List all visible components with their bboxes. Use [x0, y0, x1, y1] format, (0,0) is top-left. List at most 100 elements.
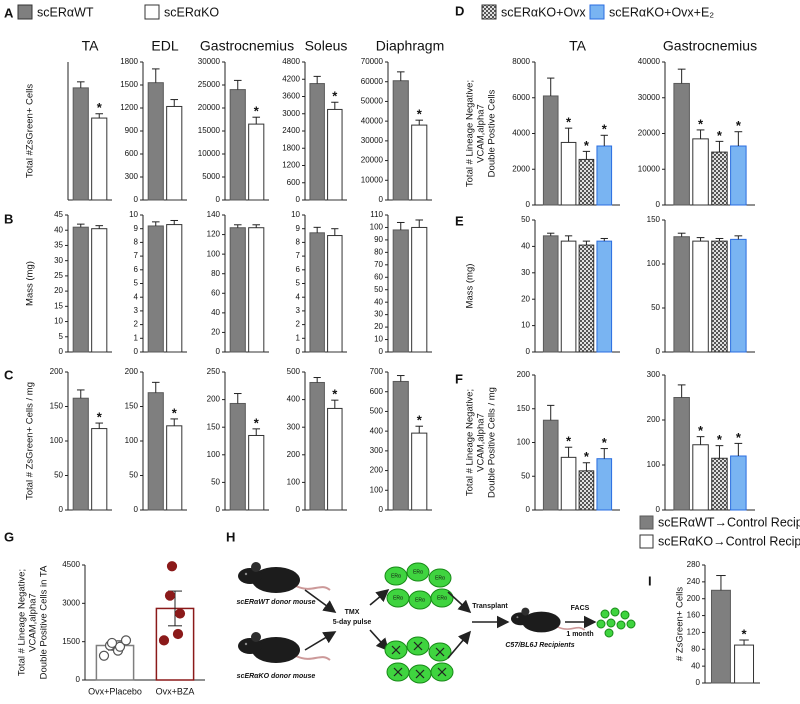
analysis-label: FACS: [571, 605, 590, 612]
y-tick-label: 0: [296, 505, 301, 514]
mouse-body: [252, 567, 300, 593]
significance-star: *: [566, 434, 572, 449]
y-tick-label: 100: [370, 485, 384, 494]
error-bar: [696, 237, 705, 242]
mouse-ear: [251, 632, 261, 642]
y-tick-label: 9: [296, 224, 301, 233]
y-tick-label: 0: [296, 347, 301, 356]
bar: [91, 428, 108, 511]
y-tick-label: 15000: [198, 126, 221, 135]
error-bar: [233, 224, 242, 228]
sorted-cell: [616, 620, 626, 630]
legend-swatch: [639, 534, 654, 549]
legend-label: scERαKO: [164, 5, 219, 19]
y-axis-label: Total #ZsGreen+ Cells: [25, 84, 36, 178]
y-tick-label: 10: [521, 321, 530, 330]
y-tick-label: 50: [374, 285, 383, 294]
sorted-cell: [606, 618, 616, 628]
significance-star: *: [584, 138, 590, 153]
cell-wt: [430, 588, 454, 608]
bar: [560, 456, 577, 511]
bar: [72, 397, 89, 511]
significance-star: *: [717, 128, 723, 143]
y-tick-label: 10: [374, 335, 383, 344]
mouse-eye: [244, 572, 248, 576]
y-tick-label: 600: [125, 149, 139, 158]
y-tick-label: 120: [207, 230, 221, 239]
y-tick-label: 200: [370, 466, 384, 475]
cell-ko-cross: [413, 641, 423, 651]
error-bar: [582, 150, 591, 160]
y-tick-label: 200: [50, 367, 64, 376]
error-bar: [76, 223, 85, 228]
bar: [730, 145, 747, 206]
y-tick-label: 40: [521, 242, 530, 251]
bar: [229, 402, 246, 511]
y-tick-label: 1500: [120, 80, 138, 89]
y-tick-label: 70: [374, 260, 383, 269]
cell-wt: [428, 568, 452, 588]
error-bar: [151, 221, 160, 226]
y-axis-label: Double Postive Cells: [487, 89, 498, 177]
y-tick-label: 300: [287, 422, 301, 431]
y-tick-label: 600: [287, 178, 301, 187]
bar: [166, 105, 183, 201]
error-bar: [76, 389, 85, 399]
error-bar: [600, 134, 608, 147]
y-tick-label: 150: [647, 215, 661, 224]
error-bar: [233, 393, 242, 404]
recipient-label: C57/BL6J Recipients: [505, 642, 574, 649]
chart-title: Gastrocnemius: [663, 38, 757, 54]
error-bar: [547, 404, 555, 421]
significance-star: *: [736, 118, 742, 133]
donor-label: scERαKO donor mouse: [237, 673, 316, 680]
y-tick-label: 3000: [62, 598, 80, 607]
legend-swatch: [17, 4, 33, 20]
y-tick-label: 3: [296, 306, 301, 315]
bar: [710, 589, 731, 684]
bar: [411, 432, 428, 511]
bar: [91, 117, 108, 201]
chart-title: TA: [569, 38, 587, 54]
y-tick-label: 3: [134, 306, 139, 315]
mouse-eye: [244, 642, 248, 646]
y-axis-label: Mass (mg): [25, 261, 36, 306]
sorted-cell: [596, 619, 606, 629]
sorted-cell: [604, 628, 614, 638]
bar: [578, 244, 595, 353]
y-axis-label: Total # Lineage Negative;: [465, 389, 476, 496]
significance-star: *: [172, 405, 178, 420]
legend-swatch: [144, 4, 160, 20]
error-bar: [151, 381, 160, 393]
cell-label: ERα: [393, 595, 403, 601]
cell-label: ERα: [415, 597, 425, 603]
y-tick-label: 50: [521, 471, 530, 480]
mouse-tail: [295, 655, 331, 661]
error-bar: [696, 436, 705, 445]
y-tick-label: 30000: [198, 57, 221, 66]
y-tick-label: 50: [54, 471, 63, 480]
significance-star: *: [254, 415, 260, 430]
bar: [72, 87, 89, 201]
y-axis-label: VCAM,alpha7: [476, 104, 487, 163]
mouse-head: [511, 612, 531, 626]
bar: [560, 240, 577, 353]
data-point: [106, 637, 118, 649]
y-tick-label: 0: [216, 505, 221, 514]
y-tick-label: 400: [287, 395, 301, 404]
data-point: [174, 608, 186, 619]
error-bar: [233, 79, 242, 90]
data-point: [120, 635, 132, 646]
y-tick-label: 60000: [361, 77, 384, 86]
legend-label: scERαKO+Ovx+E₂: [609, 5, 714, 19]
bar: [166, 425, 183, 511]
cell-wt: [384, 566, 408, 586]
mouse-illustration: [511, 607, 586, 633]
bar: [248, 123, 265, 201]
significance-star: *: [717, 432, 723, 447]
y-tick-label: 150: [207, 422, 221, 431]
error-bar: [739, 639, 749, 646]
significance-star: *: [602, 122, 608, 137]
significance-star: *: [698, 116, 704, 131]
y-tick-label: 100: [287, 478, 301, 487]
